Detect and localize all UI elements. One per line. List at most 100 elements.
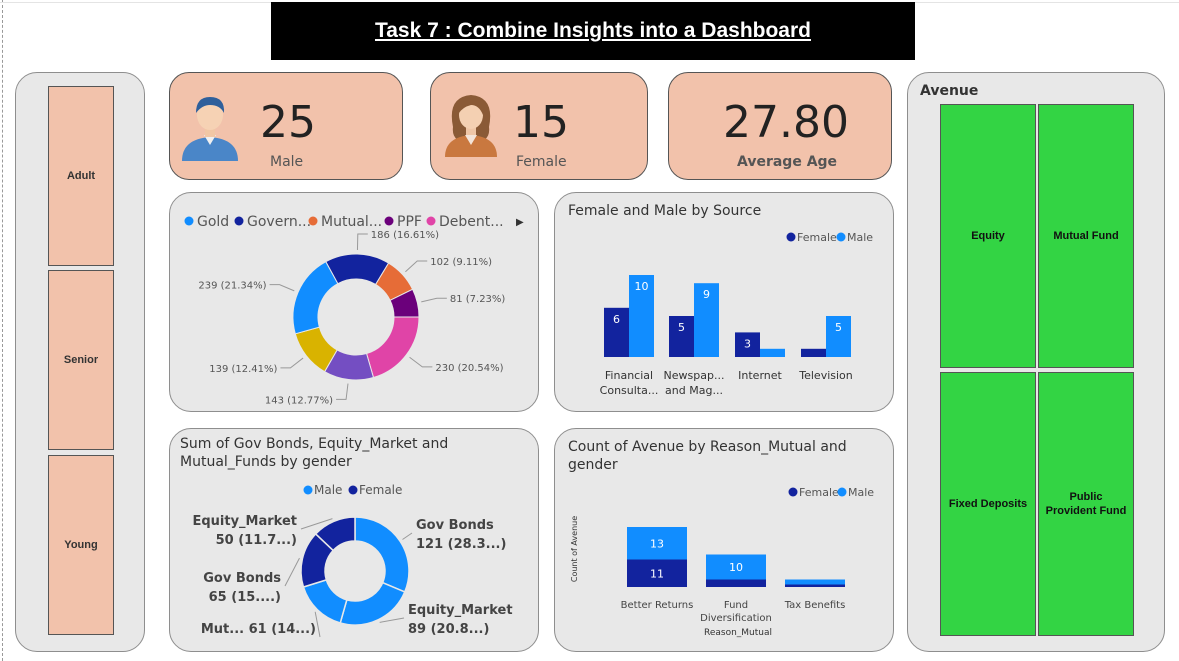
bar — [826, 316, 851, 357]
bar-value-label: 5 — [678, 321, 685, 334]
data-label: 143 (12.77%) — [265, 395, 333, 406]
legend-marker — [234, 216, 244, 226]
male-avatar-icon — [182, 97, 238, 161]
tile-label: Equity — [971, 230, 1005, 242]
legend-marker — [308, 216, 318, 226]
bar — [801, 348, 826, 357]
treemap-tile-fixed-deposits[interactable]: Fixed Deposits — [940, 372, 1036, 636]
legend-marker — [786, 232, 796, 242]
slicer-item-label: Adult — [66, 170, 96, 182]
legend-label: Mutual... — [321, 214, 382, 230]
bar-value-label: 11 — [650, 567, 664, 580]
treemap-tile-equity[interactable]: Equity — [940, 104, 1036, 368]
category-label: Television — [798, 369, 853, 382]
data-label: Equity_Market — [408, 603, 513, 618]
female-count-label: Female — [516, 154, 567, 170]
donut-slice — [365, 316, 420, 379]
bar-value-label: 3 — [744, 337, 751, 350]
bar-value-label: 9 — [703, 288, 710, 301]
data-label: Equity_Market — [192, 514, 297, 529]
stacked-bar-segment — [785, 579, 845, 585]
data-label: 230 (20.54%) — [435, 363, 503, 374]
donut-slice — [292, 261, 339, 335]
data-label: 89 (20.8...) — [408, 622, 489, 637]
reason-mutual-bar-chart[interactable]: Female Male Count of Avenue 11 13 Better Retu… — [555, 429, 895, 653]
leader-line — [405, 260, 428, 273]
reason-mutual-title: Count of Avenue by Reason_Mutual and gen… — [568, 439, 847, 473]
male-count-card[interactable]: 25 Male — [169, 72, 403, 180]
data-label: 65 (15....) — [209, 590, 281, 605]
source-chart-title: Female and Male by Source — [568, 203, 762, 219]
legend-label: Male — [847, 231, 873, 244]
treemap-tile-mutual-fund[interactable]: Mutual Fund — [1038, 104, 1134, 368]
category-label: Diversification — [700, 613, 772, 624]
gender-donut-panel: Sum of Gov Bonds, Equity_Market and Mutu… — [169, 428, 539, 652]
leader-line — [314, 611, 321, 638]
leader-line — [300, 518, 333, 530]
leader-line — [379, 617, 405, 623]
category-label: Internet — [738, 369, 782, 382]
data-label: 81 (7.23%) — [450, 294, 506, 305]
gender-donut-title: Sum of Gov Bonds, Equity_Market and Mutu… — [180, 436, 449, 470]
data-label: Mut... 61 (14...) — [201, 622, 316, 637]
bar-value-label: 5 — [835, 321, 842, 334]
average-age-value: 27.80 — [723, 97, 849, 148]
average-age-label: Average Age — [737, 154, 838, 170]
y-axis-title: Count of Avenue — [570, 516, 579, 582]
data-label: 50 (11.7...) — [216, 533, 297, 548]
average-age-card[interactable]: 27.80 Average Age — [668, 72, 892, 180]
slicer-item-label: Senior — [63, 354, 99, 366]
legend-label: PPF — [397, 214, 422, 230]
male-count-label: Male — [270, 154, 304, 170]
leader-line — [402, 532, 413, 540]
investment-donut-panel: Gold Govern... Mutual... PPF Debent... ▶ 186 (… — [169, 192, 539, 412]
stacked-bar-segment — [706, 579, 766, 587]
category-label: Tax Benefits — [784, 600, 846, 611]
legend-marker — [788, 487, 798, 497]
leader-line — [280, 357, 304, 369]
page-edge-line — [2, 0, 3, 661]
legend-marker — [426, 216, 436, 226]
legend-label: Debent... — [439, 214, 504, 230]
donut-slice — [354, 516, 410, 593]
category-label: Financial — [605, 369, 653, 382]
legend-label: Gold — [197, 214, 229, 230]
leader-line — [356, 233, 368, 251]
female-count-value: 15 — [513, 97, 569, 148]
investment-donut-chart[interactable]: Gold Govern... Mutual... PPF Debent... ▶ 186 (… — [170, 193, 540, 413]
bar — [735, 332, 760, 357]
bar — [669, 316, 694, 357]
legend-marker — [303, 485, 313, 495]
bar-value-label: 6 — [613, 313, 620, 326]
female-count-card[interactable]: 15 Female — [430, 72, 648, 180]
slicer-item-senior[interactable]: Senior — [48, 270, 114, 450]
legend-label: Male — [314, 483, 342, 497]
data-label: 121 (28.3...) — [416, 537, 506, 552]
treemap-tile-public-provident-fund[interactable]: Public Provident Fund — [1038, 372, 1134, 636]
donut-slice — [302, 578, 348, 624]
bar-value-label: 10 — [729, 561, 743, 574]
leader-line — [269, 284, 295, 292]
bar — [629, 275, 654, 357]
dashboard-title-box: Task 7 : Combine Insights into a Dashboa… — [271, 2, 915, 60]
x-axis-title: Reason_Mutual — [704, 628, 772, 638]
slicer-item-young[interactable]: Young — [48, 455, 114, 635]
data-label: 239 (21.34%) — [198, 281, 266, 292]
legend-label: Male — [848, 486, 874, 499]
legend-marker — [836, 232, 846, 242]
stacked-bar-segment — [706, 554, 766, 580]
source-bar-chart[interactable]: Female Male 6 10 Financial Consulta... 5 9 Newsp… — [555, 193, 895, 413]
leader-line — [421, 297, 447, 303]
stacked-bar-segment — [627, 559, 687, 587]
data-label: 102 (9.11%) — [430, 257, 492, 268]
slicer-item-adult[interactable]: Adult — [48, 86, 114, 266]
legend-next-icon: ▶ — [516, 217, 524, 228]
bar-value-label: 10 — [635, 280, 649, 293]
stacked-bar-segment — [627, 527, 687, 560]
legend-label: Female — [359, 483, 402, 497]
gender-donut-chart[interactable]: Male Female Gov Bonds 121 (28.3...) Equity_M… — [170, 429, 540, 653]
category-label: Consulta... — [600, 384, 659, 397]
dashboard-title: Task 7 : Combine Insights into a Dashboa… — [374, 19, 811, 42]
legend-marker — [837, 487, 847, 497]
stacked-bar-segment — [785, 584, 845, 587]
